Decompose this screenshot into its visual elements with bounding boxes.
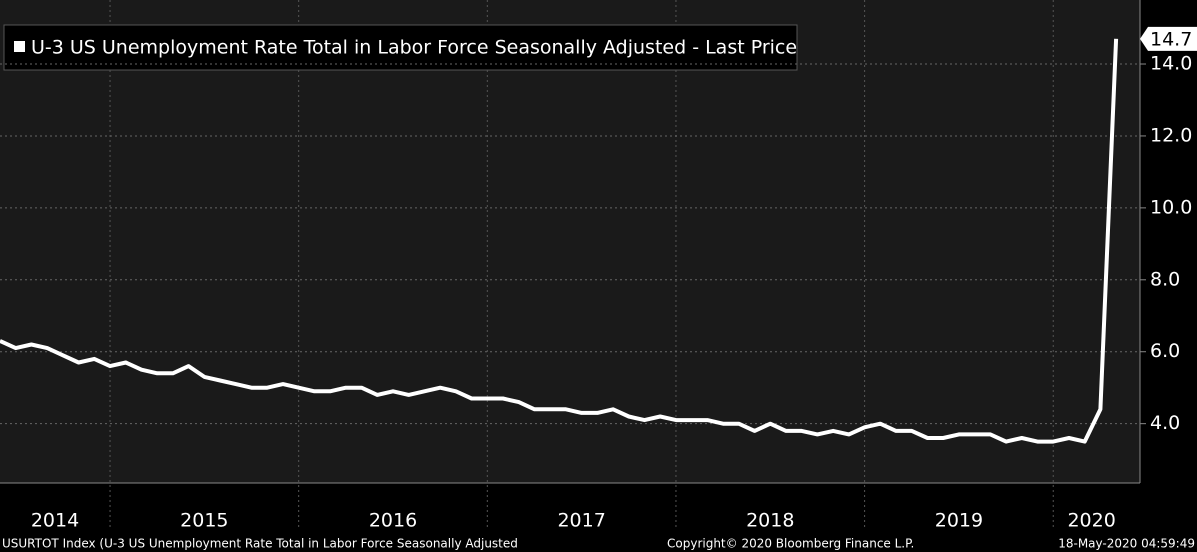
y-tick-label: 14.0 <box>1150 53 1192 75</box>
y-tick-label: 4.0 <box>1150 412 1180 434</box>
legend-box <box>3 24 798 71</box>
x-tick-label: 2019 <box>935 510 983 532</box>
footer-left: USURTOT Index (U-3 US Unemployment Rate … <box>2 537 518 551</box>
legend-label: U-3 US Unemployment Rate Total in Labor … <box>31 37 797 59</box>
y-tick-label: 10.0 <box>1150 196 1192 218</box>
footer-center: Copyright© 2020 Bloomberg Finance L.P. <box>667 537 914 551</box>
x-tick-label: 2015 <box>180 510 228 532</box>
y-tick-label: 8.0 <box>1150 268 1180 290</box>
y-tick-label: 12.0 <box>1150 124 1192 146</box>
line-series <box>0 38 1119 444</box>
footer-right: 18-May-2020 04:59:49 <box>1058 537 1195 551</box>
y-tick-label: 6.0 <box>1150 340 1180 362</box>
legend-swatch <box>14 41 25 52</box>
plot-area <box>0 0 1140 483</box>
year-grid <box>109 0 1054 530</box>
x-tick-label: 2017 <box>557 510 605 532</box>
last-price-box <box>1140 26 1197 51</box>
last-price-label: 14.7 <box>1150 28 1192 50</box>
x-tick-label: 2014 <box>31 510 79 532</box>
x-tick-label: 2020 <box>1067 510 1115 532</box>
x-tick-label: 2016 <box>369 510 417 532</box>
x-tick-label: 2018 <box>746 510 794 532</box>
